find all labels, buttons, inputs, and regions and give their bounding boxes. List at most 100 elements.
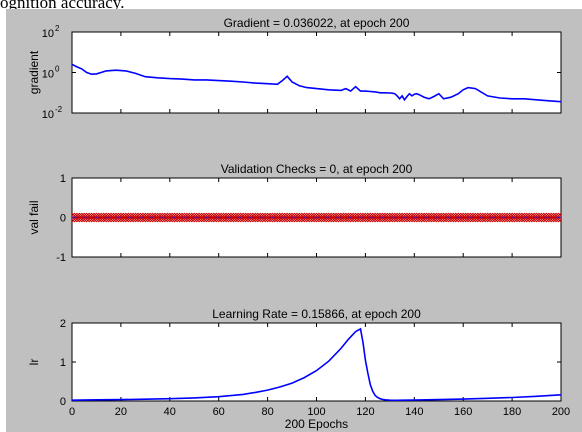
data-marker — [218, 212, 229, 223]
data-marker — [345, 212, 356, 223]
data-marker — [81, 212, 92, 223]
data-marker — [416, 212, 427, 223]
data-marker — [470, 212, 481, 223]
data-marker — [499, 212, 510, 223]
data-marker — [397, 212, 407, 223]
data-marker — [91, 212, 102, 223]
data-marker — [406, 212, 417, 223]
data-marker — [137, 212, 148, 223]
data-marker — [490, 212, 500, 223]
data-marker — [79, 212, 90, 223]
data-marker — [174, 212, 185, 223]
data-marker — [284, 212, 295, 223]
data-marker — [521, 212, 532, 223]
data-marker — [365, 212, 376, 223]
data-marker — [255, 212, 266, 223]
y-axis-label: lr — [27, 359, 41, 366]
data-marker — [367, 212, 378, 223]
data-marker — [472, 212, 483, 223]
data-marker — [211, 212, 222, 223]
data-marker — [72, 212, 80, 223]
x-tick-label: 40 — [164, 406, 176, 418]
x-tick-label: 20 — [115, 406, 127, 418]
data-marker — [311, 212, 322, 223]
data-marker — [213, 212, 224, 223]
x-axis-label: 200 Epochs — [285, 417, 348, 431]
data-marker — [538, 212, 549, 223]
data-marker — [487, 212, 498, 223]
y-tick-label: 0 — [60, 213, 66, 225]
data-marker — [514, 212, 525, 223]
data-marker — [546, 212, 557, 223]
data-marker — [421, 212, 432, 223]
data-marker — [450, 212, 461, 223]
data-marker — [160, 212, 170, 223]
data-marker — [529, 212, 540, 223]
data-marker — [120, 212, 131, 223]
data-marker — [103, 212, 114, 223]
data-marker — [169, 212, 180, 223]
data-marker — [155, 212, 165, 223]
data-marker — [292, 212, 302, 223]
data-marker — [316, 212, 327, 223]
data-marker — [301, 212, 312, 223]
data-marker — [541, 212, 552, 223]
data-marker — [414, 212, 425, 223]
data-marker — [245, 212, 256, 223]
data-marker — [130, 212, 141, 223]
data-marker — [140, 212, 151, 223]
data-marker — [348, 212, 359, 223]
data-marker — [189, 212, 200, 223]
data-marker — [243, 212, 253, 223]
data-marker — [204, 212, 214, 223]
data-marker — [147, 212, 158, 223]
data-marker — [250, 212, 261, 223]
data-marker — [194, 212, 205, 223]
data-marker — [336, 212, 346, 223]
data-marker — [480, 212, 491, 223]
data-marker — [543, 212, 554, 223]
series-markers — [72, 212, 561, 223]
data-marker — [279, 212, 290, 223]
data-marker — [455, 212, 466, 223]
data-marker — [235, 212, 246, 223]
axes-box — [71, 31, 562, 114]
data-marker — [89, 212, 99, 223]
y-tick-label: 10 — [42, 109, 54, 121]
x-tick-label: 160 — [454, 406, 472, 418]
data-marker — [150, 212, 161, 223]
data-marker — [306, 212, 317, 223]
data-marker — [519, 212, 530, 223]
data-marker — [453, 212, 464, 223]
data-marker — [238, 212, 249, 223]
data-marker — [409, 212, 420, 223]
data-marker — [433, 212, 444, 223]
data-marker — [272, 212, 283, 223]
data-marker — [113, 212, 124, 223]
data-marker — [360, 212, 371, 223]
x-tick-label: 60 — [213, 406, 225, 418]
data-marker — [382, 212, 393, 223]
x-tick-label: 200 — [552, 406, 570, 418]
data-marker — [118, 212, 129, 223]
data-marker — [556, 212, 561, 223]
data-marker — [76, 212, 87, 223]
data-marker — [448, 212, 459, 223]
data-marker — [402, 212, 412, 223]
data-marker — [216, 212, 227, 223]
data-marker — [399, 212, 410, 223]
data-marker — [260, 212, 271, 223]
y-tick-label: 1 — [60, 173, 66, 185]
data-marker — [485, 212, 496, 223]
series-line — [72, 327, 561, 401]
data-marker — [299, 212, 310, 223]
subplot-title: Gradient = 0.036022, at epoch 200 — [224, 16, 410, 30]
data-marker — [340, 212, 351, 223]
data-marker — [446, 212, 456, 223]
data-marker — [512, 212, 522, 223]
data-marker — [377, 212, 388, 223]
data-marker — [438, 212, 449, 223]
data-marker — [492, 212, 503, 223]
x-tick-label: 0 — [69, 406, 75, 418]
data-marker — [551, 212, 561, 223]
